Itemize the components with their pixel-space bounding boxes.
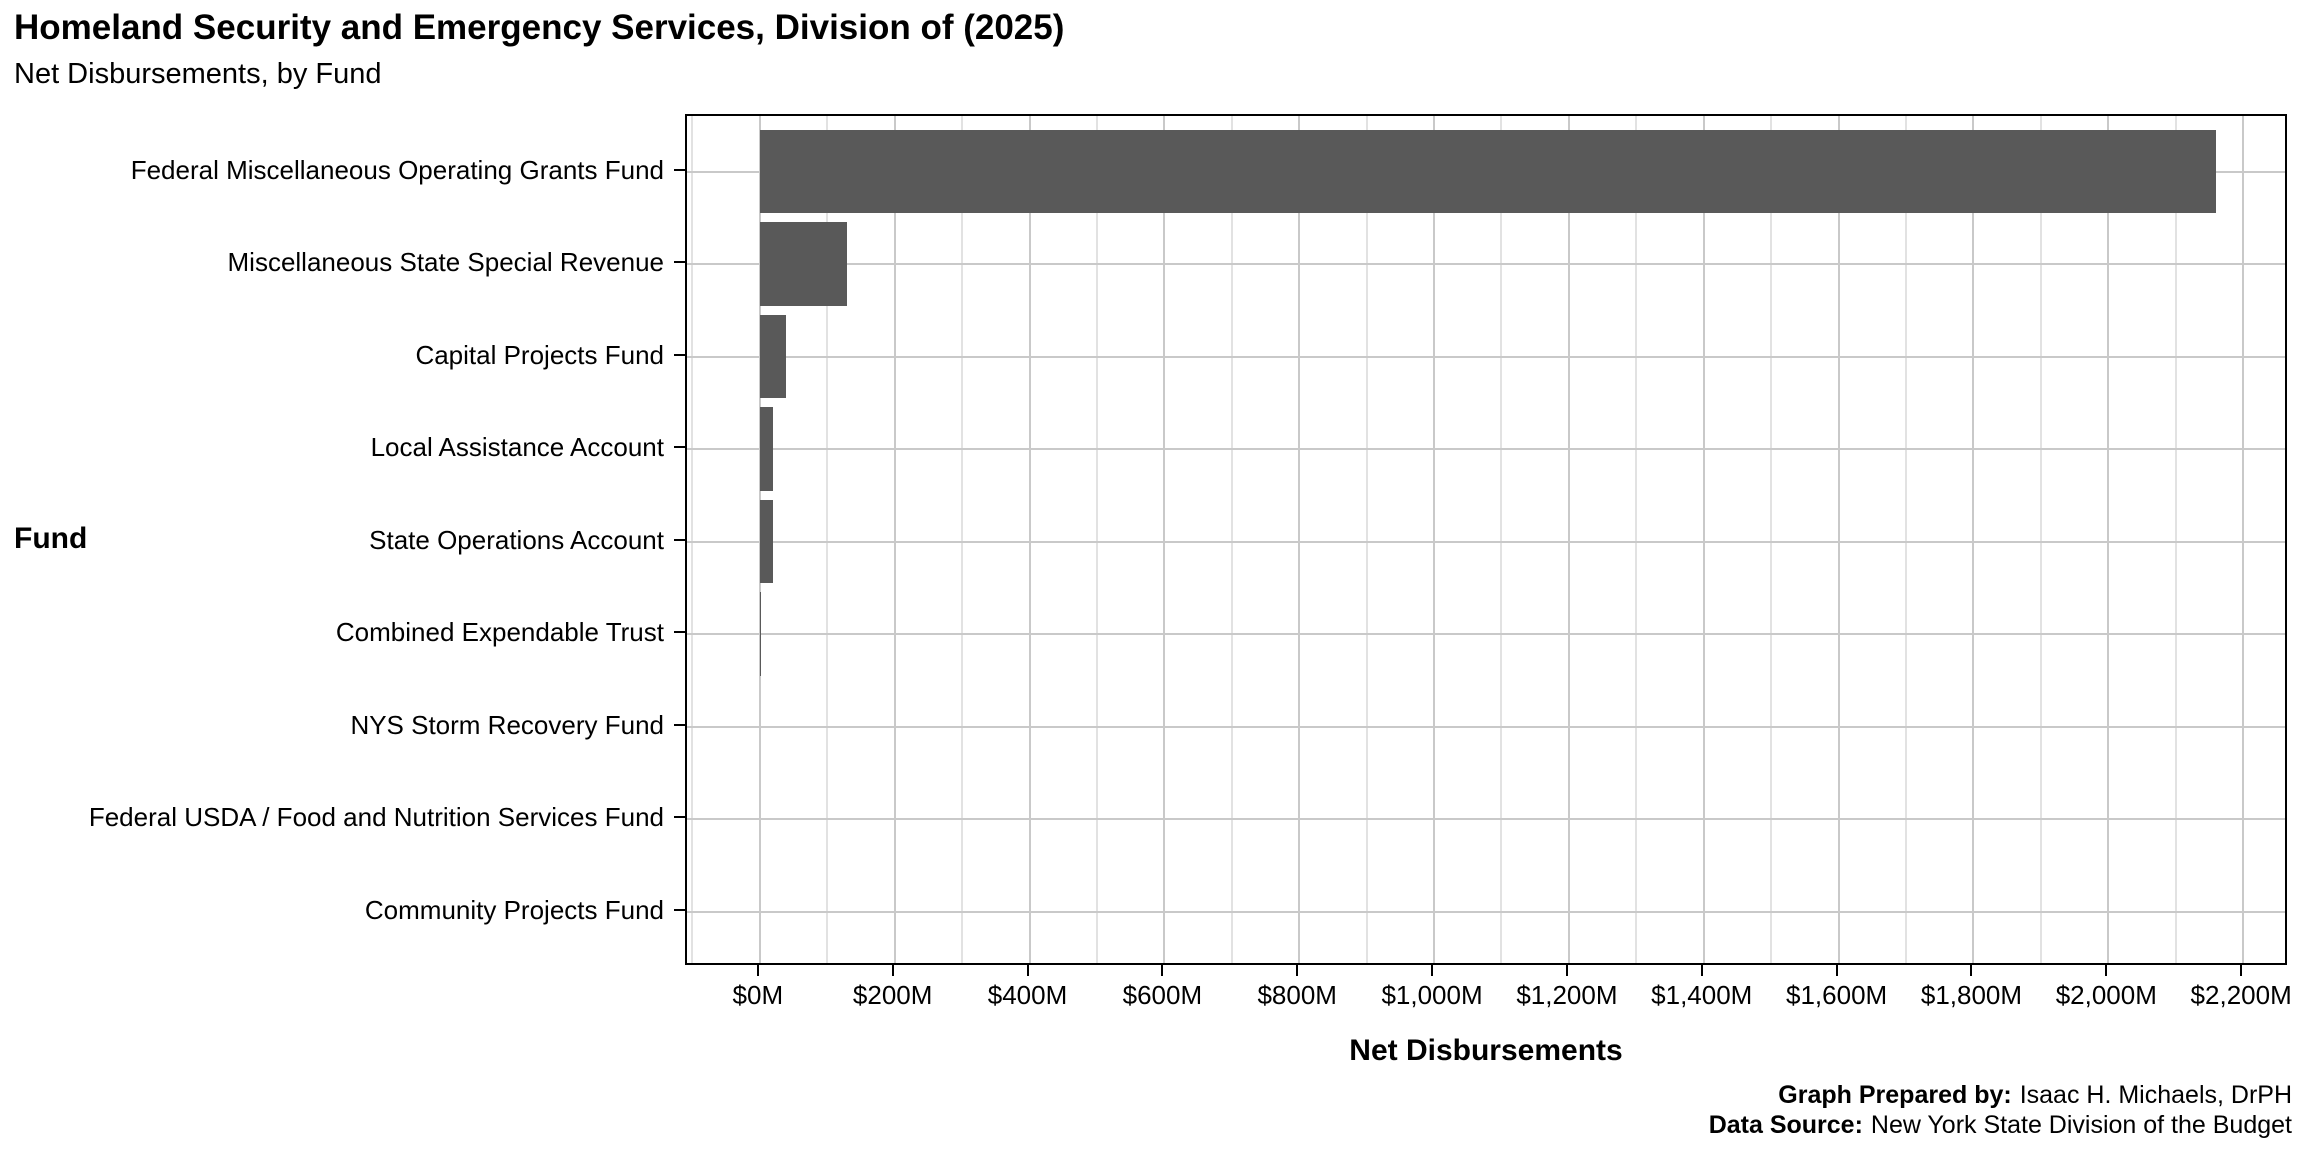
gridline-minor <box>826 116 829 963</box>
gridline-minor <box>1770 116 1773 963</box>
bar <box>759 129 2217 214</box>
gridline-major <box>1702 116 1705 963</box>
x-axis-tick-label: $2,000M <box>2055 980 2157 1010</box>
gridline-major <box>1837 116 1840 963</box>
gridline-minor <box>691 116 694 963</box>
chart-subtitle: Net Disbursements, by Fund <box>14 58 382 90</box>
gridline-category <box>687 633 2285 635</box>
gridline-major <box>2107 116 2110 963</box>
gridline-major <box>1298 116 1301 963</box>
gridline-category <box>687 355 2285 358</box>
x-axis-tick-label: $1,800M <box>1920 980 2023 1010</box>
bar <box>759 407 774 491</box>
gridline-minor <box>1905 116 1908 963</box>
caption: Graph Prepared by: Isaac H. Michaels, DrP… <box>1709 1080 2292 1140</box>
y-axis-tick <box>674 353 685 356</box>
x-axis-tick <box>891 965 894 976</box>
y-axis-label: Community Projects Fund <box>364 894 664 925</box>
gridline-category <box>687 263 2285 265</box>
caption-data-source-value: New York State Division of the Budget <box>1870 1111 2292 1139</box>
x-axis-tick-label: $200M <box>852 980 933 1010</box>
y-axis-tick <box>674 168 685 171</box>
bar <box>759 314 787 399</box>
x-axis-tick <box>1296 965 1299 976</box>
y-axis-label: NYS Storm Recovery Fund <box>350 709 664 740</box>
bar-layer <box>687 116 2285 963</box>
y-axis-tick <box>674 816 685 818</box>
x-axis-tick <box>1565 965 1568 976</box>
y-axis-labels: Federal Miscellaneous Operating Grants F… <box>0 114 664 965</box>
x-axis-tick-label: $0M <box>732 980 784 1010</box>
gridline-minor <box>961 116 964 963</box>
y-axis-label: Federal USDA / Food and Nutrition Servic… <box>88 802 664 832</box>
x-axis-tick-label: $600M <box>1122 980 1203 1010</box>
y-axis-label: Capital Projects Fund <box>415 339 664 370</box>
gridline-minor <box>1230 116 1233 963</box>
x-axis-tick-label: $1,200M <box>1516 980 1618 1010</box>
y-axis-label: Miscellaneous State Special Revenue <box>227 247 664 277</box>
bar <box>759 222 848 306</box>
x-axis-tick <box>2105 965 2108 976</box>
y-axis-tick <box>674 538 685 541</box>
x-axis-tick-label: $800M <box>1257 980 1337 1010</box>
gridline-major <box>893 116 896 963</box>
x-axis-tick <box>756 965 759 976</box>
y-axis-tick <box>674 723 685 726</box>
x-axis-tick <box>1026 965 1029 976</box>
gridline-category <box>687 540 2285 543</box>
gridline-major <box>1567 116 1570 963</box>
x-axis-title: Net Disbursements <box>1349 1034 1623 1067</box>
x-axis-tick <box>2240 965 2243 976</box>
gridline-minor <box>2174 116 2177 963</box>
gridline-minor <box>1095 116 1098 963</box>
gridline-category <box>687 448 2285 450</box>
gridline-major <box>1972 116 1975 963</box>
caption-prepared-by-value: Isaac H. Michaels, DrPH <box>2019 1081 2292 1109</box>
gridline-minor <box>1635 116 1638 963</box>
y-axis-tick <box>674 631 685 633</box>
gridline-major <box>1028 116 1031 963</box>
x-axis-tick-label: $1,600M <box>1786 980 1888 1010</box>
gridline-major <box>2242 116 2245 963</box>
x-axis-tick <box>1700 965 1703 976</box>
gridline-category <box>687 725 2285 728</box>
gridline-minor <box>1365 116 1368 963</box>
y-axis-label: Local Assistance Account <box>370 432 664 462</box>
y-axis-title: Fund <box>14 522 88 555</box>
x-axis-labels: $0M $200M $400M $600M $800M $1,000M $1,200M $1,… <box>685 980 2292 1012</box>
gridline-category <box>687 910 2285 913</box>
caption-prepared-by: Graph Prepared by: Isaac H. Michaels, DrP… <box>1709 1080 2292 1110</box>
caption-data-source: Data Source: New York State Division of t… <box>1709 1110 2292 1140</box>
y-axis-label: Federal Miscellaneous Operating Grants F… <box>130 154 664 185</box>
caption-prepared-by-label: Graph Prepared by: <box>1778 1081 2012 1109</box>
plot-panel <box>685 114 2287 965</box>
bar <box>759 499 774 584</box>
gridline-major <box>1433 116 1436 963</box>
x-axis-tick-label: $2,200M <box>2190 980 2292 1010</box>
x-axis-ticks <box>685 965 2287 976</box>
gridline-category <box>687 818 2285 820</box>
x-axis-tick-label: $400M <box>987 980 1068 1010</box>
chart-title: Homeland Security and Emergency Services… <box>14 8 1065 47</box>
x-axis-tick <box>1835 965 1838 976</box>
y-axis-label: Combined Expendable Trust <box>335 617 664 647</box>
y-axis-label: State Operations Account <box>369 524 664 555</box>
x-axis-tick-label: $1,400M <box>1651 980 1753 1010</box>
x-axis-tick <box>1431 965 1434 976</box>
x-axis-tick-label: $1,000M <box>1381 980 1483 1010</box>
y-axis-tick <box>674 446 685 448</box>
gridline-minor <box>1500 116 1503 963</box>
x-axis-tick <box>1161 965 1164 976</box>
y-axis-ticks <box>674 114 685 965</box>
caption-data-source-label: Data Source: <box>1708 1111 1863 1139</box>
x-axis-tick <box>1970 965 1973 976</box>
gridline-minor <box>2039 116 2042 963</box>
gridline-major <box>1163 116 1166 963</box>
y-axis-tick <box>674 261 685 263</box>
bar <box>759 592 762 676</box>
y-axis-tick <box>674 908 685 911</box>
